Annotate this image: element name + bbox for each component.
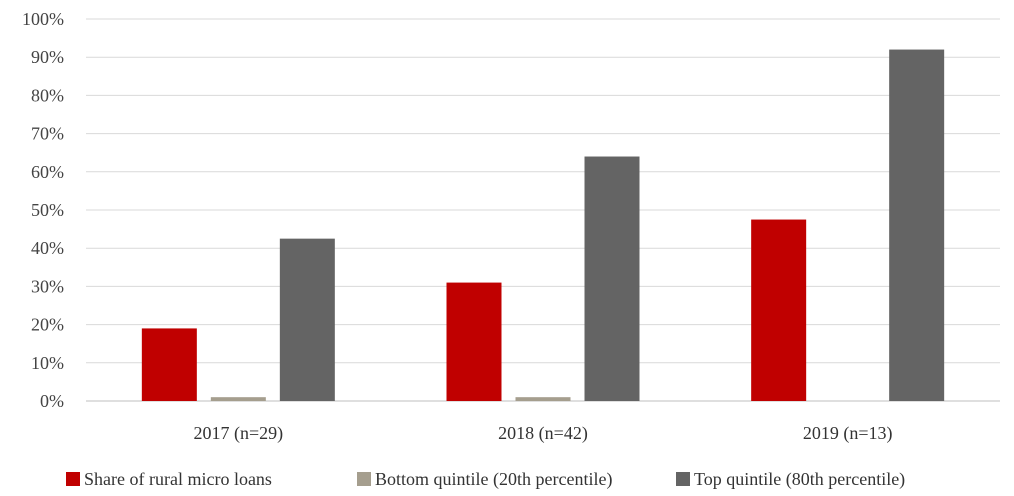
- bar-3-1: [279, 238, 335, 401]
- legend-label: Share of rural micro loans: [84, 469, 272, 489]
- x-category-label: 2018 (n=42): [498, 423, 588, 444]
- y-tick-label: 30%: [31, 276, 64, 296]
- bar-1-1: [141, 328, 197, 401]
- y-tick-label: 80%: [31, 85, 64, 105]
- legend-swatch: [66, 472, 80, 486]
- bar-3-2: [584, 156, 640, 401]
- bars: [141, 49, 945, 402]
- legend-label: Top quintile (80th percentile): [694, 469, 905, 490]
- gridlines: [86, 18, 1000, 402]
- y-tick-label: 50%: [31, 200, 64, 220]
- y-axis: 0% 10% 20% 30% 40% 50% 60% 70% 80% 90% 100%: [22, 9, 64, 411]
- bar-2-1: [210, 397, 266, 401]
- legend: Share of rural micro loans Bottom quintil…: [66, 469, 905, 490]
- legend-swatch: [357, 472, 371, 486]
- bar-3-3: [889, 49, 945, 402]
- y-tick-label: 90%: [31, 47, 64, 67]
- bar-1-3: [751, 219, 807, 401]
- y-tick-label: 20%: [31, 315, 64, 335]
- x-axis: 2017 (n=29) 2018 (n=42) 2019 (n=13): [194, 423, 893, 444]
- bar-1-2: [446, 282, 502, 401]
- x-category-label: 2017 (n=29): [194, 423, 284, 444]
- y-tick-label: 60%: [31, 162, 64, 182]
- y-tick-label: 40%: [31, 238, 64, 258]
- legend-swatch: [676, 472, 690, 486]
- y-tick-label: 10%: [31, 353, 64, 373]
- y-tick-label: 70%: [31, 124, 64, 144]
- legend-label: Bottom quintile (20th percentile): [375, 469, 612, 490]
- x-category-label: 2019 (n=13): [803, 423, 893, 444]
- bar-2-2: [515, 397, 571, 401]
- y-tick-label: 100%: [22, 9, 64, 29]
- y-tick-label: 0%: [40, 391, 64, 411]
